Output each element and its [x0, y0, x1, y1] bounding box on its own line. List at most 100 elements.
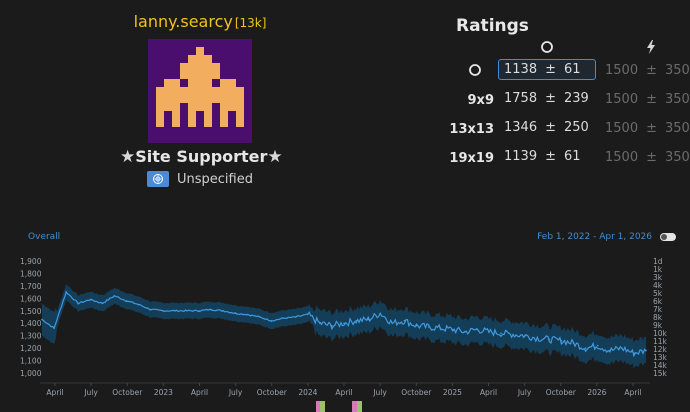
y-tick-label: 1,600 — [20, 294, 42, 303]
y-tick-label: 1,300 — [20, 332, 42, 341]
data-point — [331, 324, 333, 327]
data-point — [210, 308, 212, 311]
data-point — [77, 302, 79, 305]
rating-value[interactable]: 1500 ±350 — [605, 148, 690, 167]
data-point — [500, 332, 502, 335]
data-point — [403, 319, 406, 322]
plus-minus: ± — [646, 92, 657, 107]
data-point — [125, 300, 128, 302]
chart-toggle[interactable] — [660, 233, 676, 241]
y-tick-label: 1,200 — [20, 344, 42, 353]
plus-minus: ± — [545, 120, 556, 135]
username-row: lanny.searcy [13k] — [120, 12, 280, 33]
rating-number: 1500 — [605, 63, 639, 78]
plus-minus: ± — [545, 62, 556, 77]
game-result-bar — [357, 401, 362, 412]
data-point — [488, 331, 490, 333]
chart-date-range[interactable]: Feb 1, 2022 - Apr 1, 2026 — [537, 232, 652, 242]
data-point — [560, 339, 563, 342]
rank-tick-label: 5k — [653, 289, 663, 298]
rank-tick-label: 12k — [653, 345, 668, 354]
rating-row-overall[interactable]: 1138 ±61 1500 ±350 — [450, 58, 690, 87]
game-result-bar — [316, 401, 321, 412]
data-point — [524, 334, 526, 337]
rating-deviation: 61 — [564, 149, 581, 164]
rating-value-selected[interactable]: 1138 ±61 — [498, 59, 596, 80]
rank-tick-label: 1k — [653, 265, 663, 274]
profile-card: lanny.searcy [13k] — [120, 12, 283, 187]
data-point — [379, 312, 382, 315]
star-icon: ★ — [120, 147, 136, 167]
data-point — [41, 318, 43, 321]
rank-tick-label: 4k — [653, 281, 663, 290]
data-point — [186, 310, 188, 312]
rating-deviation: 250 — [564, 120, 589, 135]
data-point — [222, 310, 224, 312]
y-tick-label: 1,800 — [20, 269, 42, 278]
supporter-label: Site Supporter — [135, 147, 268, 166]
data-point — [645, 349, 647, 352]
x-tick-label: April — [191, 388, 208, 397]
rating-number: 1500 — [605, 92, 639, 107]
rating-value[interactable]: 1500 ±350 — [605, 61, 690, 80]
plus-minus: ± — [646, 150, 657, 165]
rank-tick-label: 15k — [653, 369, 668, 378]
y-tick-label: 1,900 — [20, 257, 42, 266]
x-tick-label: April — [624, 388, 641, 397]
ratings-header — [450, 40, 690, 58]
x-tick-label: July — [517, 388, 532, 397]
rank-tick-label: 7k — [653, 305, 663, 314]
row-label: 9x9 — [467, 93, 494, 108]
ratings-table: 1138 ±61 1500 ±350 9x9 1758 ±239 1500 ±350 1… — [450, 40, 690, 174]
chart-title: Overall — [28, 232, 61, 242]
rank-tick-label: 3k — [653, 273, 663, 282]
rank-tick-label: 6k — [653, 297, 663, 306]
username[interactable]: lanny.searcy — [133, 12, 233, 31]
rating-line — [41, 290, 647, 358]
rating-deviation: 61 — [564, 62, 581, 77]
data-point — [536, 337, 539, 340]
data-point — [355, 319, 357, 322]
rank-tick-label: 10k — [653, 329, 668, 338]
rating-row-9x9[interactable]: 9x9 1758 ±239 1500 ±350 — [450, 87, 690, 116]
game-result-bar — [320, 401, 325, 412]
rank-tick-label: 1d — [653, 257, 663, 266]
rating-value[interactable]: 1139 ±61 — [498, 147, 594, 166]
x-tick-label: 2023 — [154, 388, 173, 397]
data-point — [258, 316, 261, 318]
data-point — [584, 347, 587, 349]
rank-tick-label: 8k — [653, 313, 663, 322]
rating-value[interactable]: 1500 ±350 — [605, 90, 690, 109]
x-tick-label: July — [83, 388, 98, 397]
rating-row-19x19[interactable]: 19x19 1139 ±61 1500 ±350 — [450, 145, 690, 174]
data-point — [65, 291, 67, 293]
data-point — [512, 333, 514, 336]
plus-minus: ± — [545, 149, 556, 164]
plus-minus: ± — [545, 91, 556, 106]
x-axis: April July October 2023 April July October 2024… — [40, 382, 650, 397]
rating-number: 1758 — [504, 91, 538, 106]
x-tick-label: July — [228, 388, 243, 397]
data-point — [476, 328, 478, 331]
data-point — [464, 331, 466, 333]
data-point — [621, 347, 623, 349]
rating-value[interactable]: 1758 ±239 — [498, 89, 594, 108]
data-point — [451, 328, 454, 331]
data-point — [282, 317, 285, 320]
avatar — [148, 39, 252, 143]
rating-value[interactable]: 1346 ±250 — [498, 118, 594, 137]
data-point — [427, 326, 430, 328]
rating-row-13x13[interactable]: 13x13 1346 ±250 1500 ±350 — [450, 116, 690, 145]
country-row: Unspecified — [120, 171, 280, 187]
rank-tick-label: 13k — [653, 353, 668, 362]
game-result-markers — [316, 401, 362, 412]
x-tick-label: October — [257, 388, 288, 397]
deviation-area — [42, 283, 646, 369]
x-tick-label: April — [46, 388, 63, 397]
x-tick-label: October — [546, 388, 577, 397]
ratings-title: Ratings — [456, 16, 529, 36]
rating-value[interactable]: 1500 ±350 — [605, 119, 690, 138]
x-tick-label: October — [401, 388, 432, 397]
star-icon: ★ — [267, 147, 283, 167]
